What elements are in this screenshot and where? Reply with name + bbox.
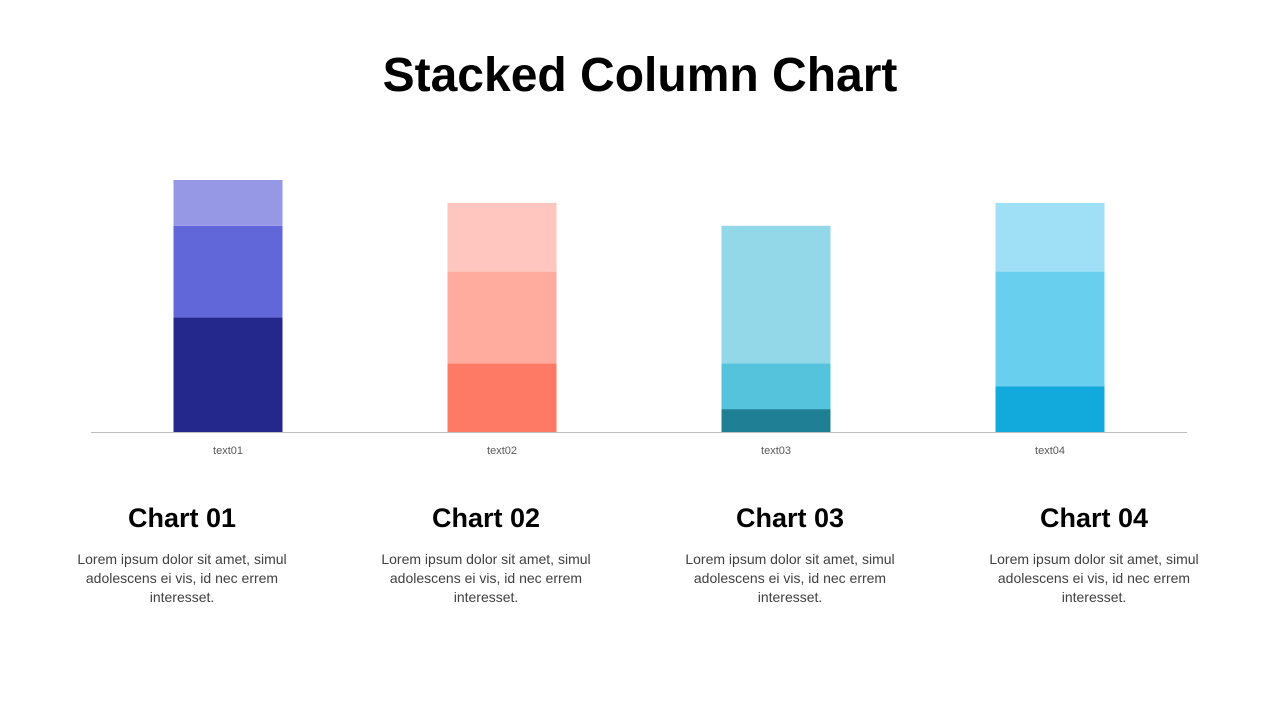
- stacked-column-chart: text01 text02 text03 text04: [91, 180, 1187, 457]
- bar-segment-text02-2: [447, 271, 557, 364]
- x-tick-label: text03: [761, 445, 791, 457]
- bar-segment-text01-3: [173, 180, 283, 226]
- bar-segment-text04-3: [995, 202, 1105, 272]
- card-description: Lorem ipsum dolor sit amet, simul adoles…: [381, 551, 591, 605]
- bar-segment-text03-2: [721, 363, 831, 410]
- card-description: Lorem ipsum dolor sit amet, simul adoles…: [685, 551, 895, 605]
- card-description: Lorem ipsum dolor sit amet, simul adoles…: [77, 551, 287, 605]
- card-title: Chart 04: [1039, 503, 1149, 533]
- x-tick-label: text02: [487, 445, 517, 457]
- card-chart-04: Chart 04 Lorem ipsum dolor sit amet, sim…: [984, 500, 1204, 607]
- card-chart-02: Chart 02 Lorem ipsum dolor sit amet, sim…: [376, 500, 596, 607]
- card-description: Lorem ipsum dolor sit amet, simul adoles…: [989, 551, 1199, 605]
- x-tick-label: text04: [1035, 445, 1065, 457]
- card-title: Chart 02: [431, 503, 541, 533]
- bar-segment-text02-3: [447, 202, 557, 272]
- x-tick-label: text01: [213, 445, 243, 457]
- bar-segment-text02-1: [447, 363, 557, 432]
- bar-segment-text01-2: [173, 225, 283, 318]
- bar-segment-text03-1: [721, 409, 831, 432]
- bar-segment-text04-1: [995, 386, 1105, 432]
- bar-segment-text04-2: [995, 271, 1105, 387]
- bar-segment-text01-1: [173, 317, 283, 432]
- page-title: Stacked Column Chart: [382, 49, 898, 102]
- card-chart-03: Chart 03 Lorem ipsum dolor sit amet, sim…: [680, 500, 900, 607]
- card-title: Chart 03: [735, 503, 845, 533]
- bar-segment-text03-3: [721, 225, 831, 364]
- card-title: Chart 01: [127, 503, 237, 533]
- card-chart-01: Chart 01 Lorem ipsum dolor sit amet, sim…: [72, 500, 292, 607]
